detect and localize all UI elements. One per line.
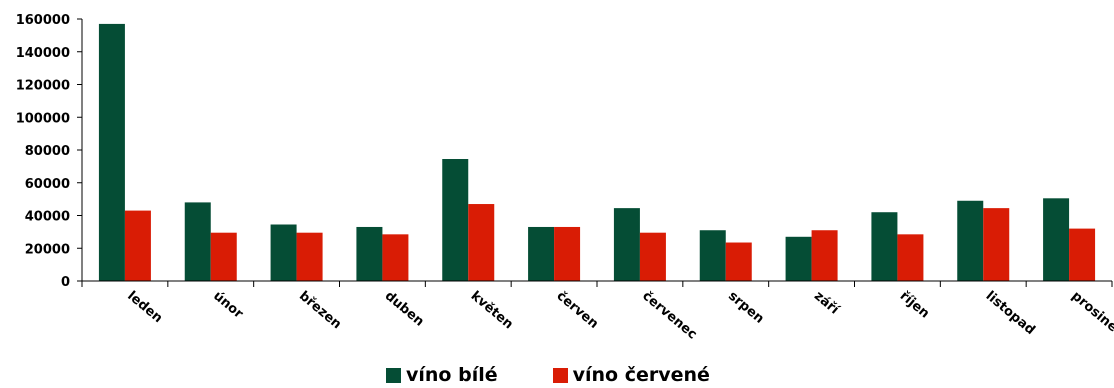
x-tick-label: červen — [554, 289, 602, 332]
bar-red-wine — [296, 232, 323, 281]
bars — [98, 23, 1096, 281]
bar-chart: 0 20000 40000 60000 80000 100000 120000 140000 1… — [16, 13, 1114, 343]
y-tick-label: 120000 — [16, 79, 70, 94]
legend-swatch-red-wine — [552, 367, 568, 383]
y-tick-label: 0 — [61, 275, 70, 290]
bar-red-wine — [554, 226, 581, 281]
x-tick-label: květen — [468, 289, 516, 333]
bar-red-wine — [1069, 228, 1096, 281]
x-tick-label: červenec — [639, 289, 699, 343]
x-tick-label: listopad — [983, 289, 1038, 339]
y-tick-label: 160000 — [16, 13, 70, 28]
y-tick-label: 100000 — [16, 111, 70, 126]
y-tick-label: 140000 — [16, 46, 70, 61]
bar-white-wine — [356, 226, 383, 281]
x-tick-label: říjen — [897, 289, 932, 322]
y-tick-label: 40000 — [25, 210, 70, 225]
y-axis: 0 20000 40000 60000 80000 100000 120000 140000 1… — [16, 13, 83, 290]
bar-white-wine — [613, 208, 640, 281]
bar-red-wine — [983, 208, 1010, 281]
bar-white-wine — [98, 23, 125, 281]
y-tick-label: 60000 — [25, 177, 70, 192]
y-tick-label: 80000 — [25, 144, 70, 159]
bar-red-wine — [725, 242, 752, 281]
x-tick-label: duben — [382, 289, 427, 330]
bar-red-wine — [811, 230, 838, 281]
bar-white-wine — [957, 200, 984, 281]
bar-white-wine — [442, 159, 469, 281]
x-tick-label: leden — [124, 289, 165, 327]
x-tick-label: březen — [296, 289, 344, 333]
x-tick-label: září — [811, 289, 843, 319]
bar-red-wine — [124, 210, 151, 281]
bar-white-wine — [1043, 198, 1070, 281]
bar-white-wine — [270, 224, 297, 281]
x-tick-label: prosinec — [1069, 289, 1114, 341]
bar-white-wine — [785, 236, 812, 281]
bar-red-wine — [210, 232, 237, 281]
bar-red-wine — [468, 204, 495, 281]
x-tick-label: srpen — [725, 289, 766, 327]
legend-swatch-white-wine — [386, 367, 401, 383]
bar-white-wine — [699, 230, 726, 281]
legend: víno bílé víno červené — [386, 364, 765, 386]
bar-red-wine — [382, 234, 409, 281]
legend-label-red-wine: víno červené — [572, 364, 710, 386]
x-axis: leden únor březen duben květen červen červenec… — [81, 280, 1114, 343]
bar-white-wine — [184, 202, 211, 281]
bar-white-wine — [871, 212, 898, 281]
y-tick-label: 20000 — [25, 242, 70, 257]
legend-item-white-wine: víno bílé — [386, 364, 498, 386]
legend-item-red-wine: víno červené — [552, 364, 710, 386]
legend-label-white-wine: víno bílé — [406, 364, 498, 386]
x-tick-label: únor — [210, 289, 246, 323]
bar-red-wine — [639, 232, 666, 281]
bar-white-wine — [528, 226, 555, 281]
bar-red-wine — [897, 234, 924, 281]
